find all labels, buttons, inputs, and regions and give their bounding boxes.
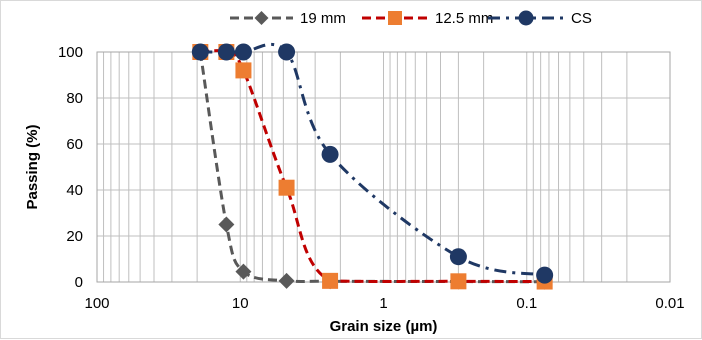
data-point	[278, 272, 295, 289]
data-point	[235, 62, 252, 79]
grid	[97, 51, 671, 283]
x-axis-title: Grain size (µm)	[330, 318, 438, 335]
legend-marker	[254, 11, 269, 25]
legend-entry: 12.5 mm	[362, 10, 493, 27]
data-point	[217, 43, 235, 61]
legend: 19 mm 12.5 mm CS	[230, 10, 592, 27]
x-tick-label: 0.01	[655, 295, 684, 312]
y-tick-label: 80	[66, 90, 83, 107]
series-line	[200, 49, 545, 284]
x-tick-labels: 100 10 1 0.1 0.01	[84, 295, 684, 312]
data-point	[449, 248, 467, 266]
data-point	[278, 43, 296, 61]
y-tick-labels: 0 20 40 60 80 100	[58, 44, 83, 291]
y-tick-label: 0	[75, 274, 83, 291]
legend-entry: 19 mm	[230, 10, 346, 27]
x-tick-label: 10	[232, 295, 249, 312]
legend-label: CS	[571, 10, 592, 27]
legend-label: 19 mm	[300, 10, 346, 27]
y-axis-title: Passing (%)	[24, 124, 41, 209]
series-2	[191, 43, 554, 284]
data-point	[278, 179, 295, 196]
legend-entry: CS	[488, 10, 592, 27]
y-tick-label: 100	[58, 44, 83, 61]
data-point	[234, 43, 252, 61]
data-point	[322, 272, 339, 289]
data-point	[450, 273, 467, 290]
data-point	[191, 43, 209, 61]
data-point	[321, 145, 339, 163]
legend-marker	[518, 10, 534, 26]
series-layer	[191, 43, 554, 290]
y-tick-label: 20	[66, 228, 83, 245]
legend-marker	[388, 11, 402, 25]
legend-label: 12.5 mm	[435, 10, 493, 27]
data-point	[218, 216, 235, 233]
series-line	[200, 43, 545, 277]
x-tick-label: 100	[84, 295, 109, 312]
data-point	[235, 263, 252, 280]
data-point	[536, 266, 554, 284]
y-tick-label: 40	[66, 182, 83, 199]
y-tick-label: 60	[66, 136, 83, 153]
x-tick-label: 0.1	[516, 295, 537, 312]
x-tick-label: 1	[379, 295, 387, 312]
series-line	[198, 51, 545, 284]
